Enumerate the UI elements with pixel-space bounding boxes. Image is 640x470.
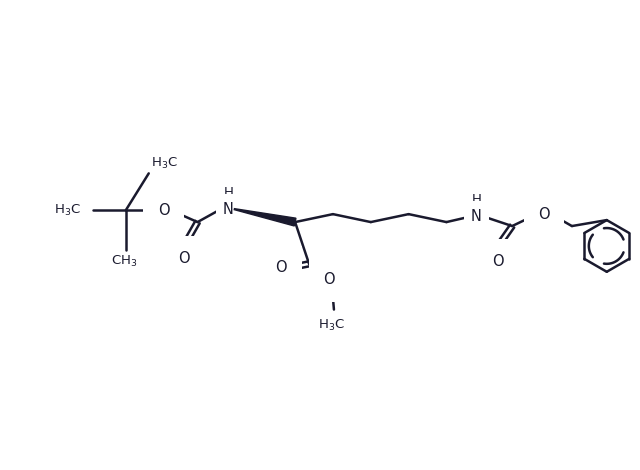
Text: O: O (492, 254, 504, 269)
Text: O: O (323, 272, 335, 287)
Text: H: H (223, 186, 234, 199)
Text: H$_3$C: H$_3$C (54, 203, 81, 218)
Text: H: H (472, 193, 481, 206)
Text: H$_3$C: H$_3$C (319, 318, 346, 333)
Text: O: O (178, 251, 189, 266)
Text: O: O (158, 203, 170, 218)
Polygon shape (234, 209, 296, 226)
Text: N: N (223, 202, 234, 217)
Text: N: N (471, 209, 482, 224)
Text: O: O (538, 207, 550, 222)
Text: CH$_3$: CH$_3$ (111, 254, 137, 269)
Text: O: O (275, 260, 287, 275)
Text: H$_3$C: H$_3$C (151, 157, 178, 172)
